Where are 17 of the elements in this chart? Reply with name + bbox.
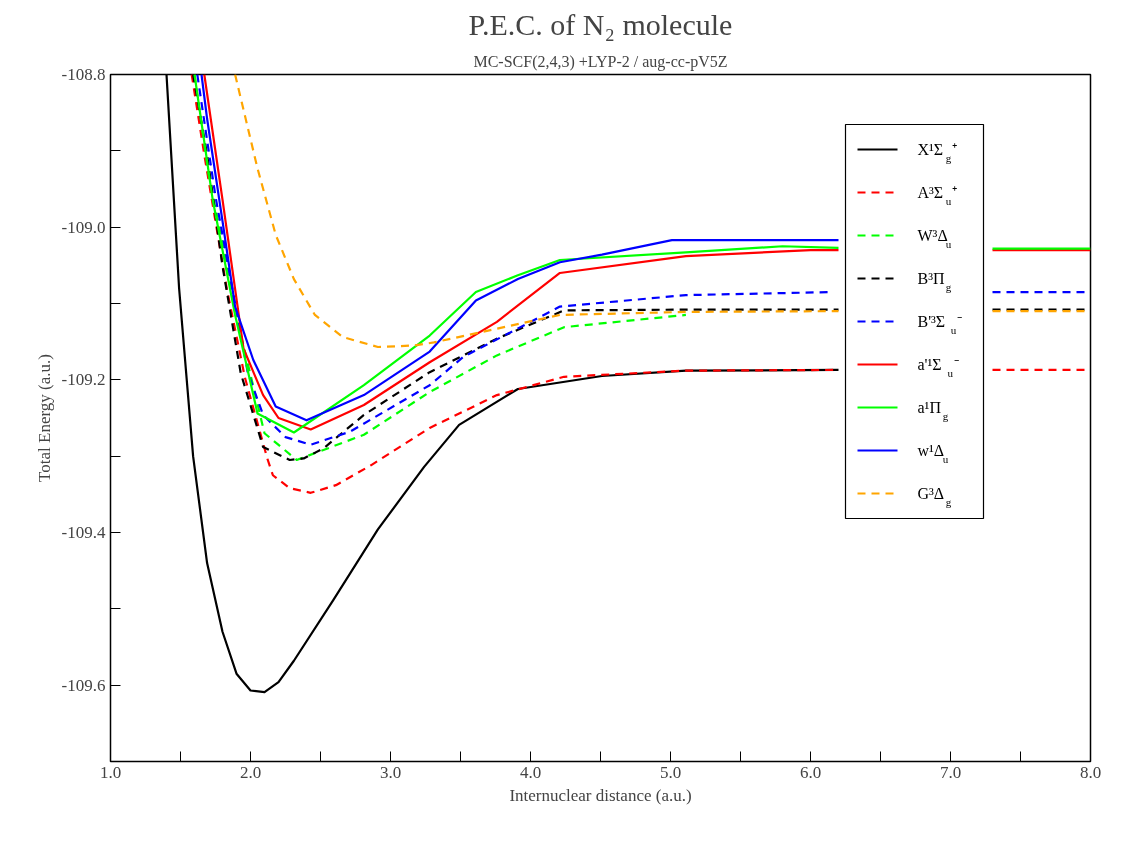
x-tick-label: 6.0: [799, 762, 822, 782]
x-tick-label: 2.0: [239, 762, 262, 782]
y-tick-label: -109.6: [61, 675, 106, 695]
x-tick-label: 8.0: [1079, 762, 1102, 782]
x-tick-label: 5.0: [659, 762, 682, 782]
chart-title: P.E.C. of N₂ molecule: [468, 7, 733, 41]
y-axis-title: Total Energy (a.u.): [34, 354, 54, 482]
chart-subtitle: MC-SCF(2,4,3) +LYP-2 / aug-cc-pV5Z: [473, 52, 728, 71]
y-tick-label: -109.0: [61, 217, 106, 237]
x-tick-label: 7.0: [939, 762, 962, 782]
x-tick-label: 3.0: [379, 762, 402, 782]
x-axis-title: Internuclear distance (a.u.): [509, 785, 692, 805]
y-tick-label: -109.4: [61, 523, 106, 542]
x-tick-label: 1.0: [99, 762, 122, 782]
x-tick-label: 4.0: [519, 762, 542, 782]
y-tick-label: -109.2: [61, 370, 106, 390]
y-tick-label: -108.8: [61, 65, 106, 84]
